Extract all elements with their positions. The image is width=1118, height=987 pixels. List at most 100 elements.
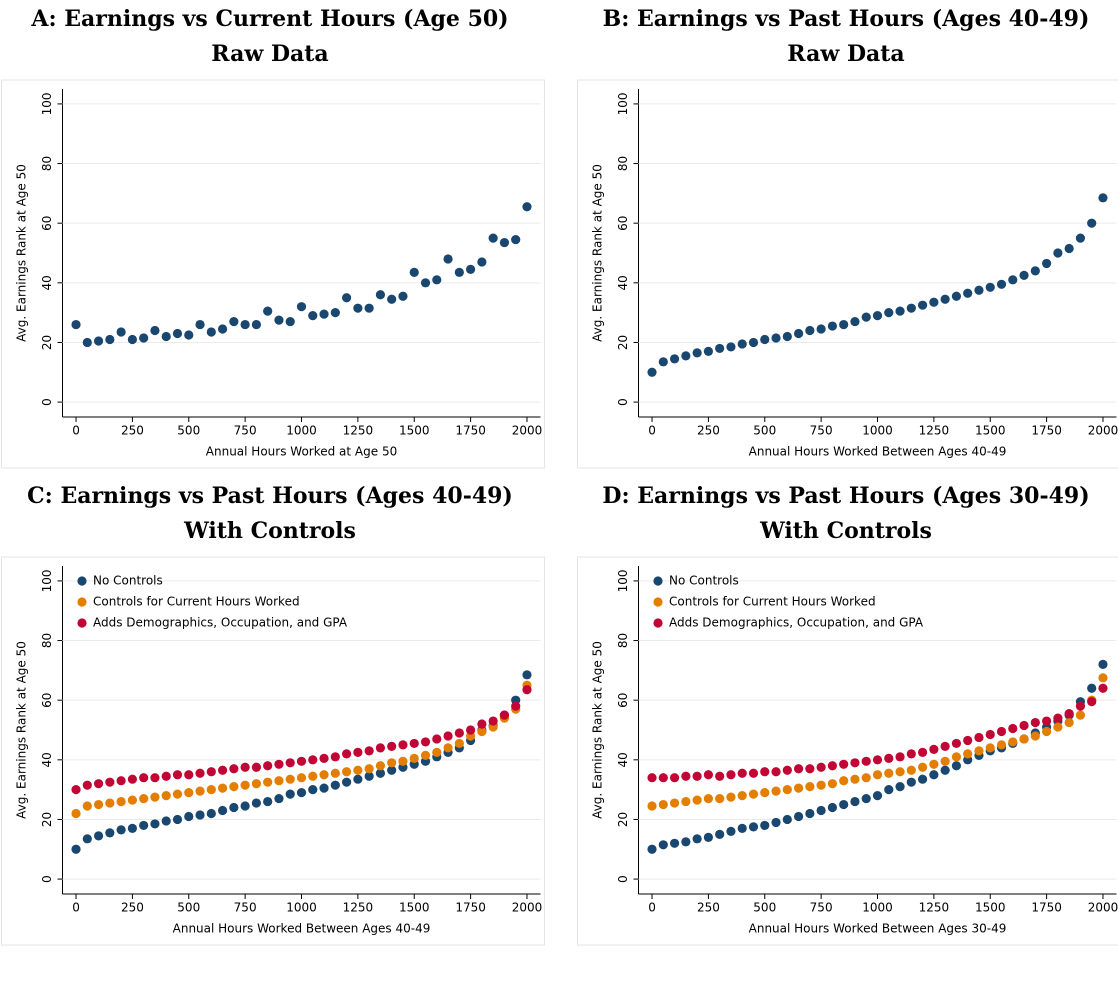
panel: D: Earnings vs Past Hours (Ages 30-49) Wi… (577, 483, 1118, 946)
point (296, 788, 307, 798)
point (375, 768, 386, 778)
point (1042, 716, 1052, 726)
point (974, 732, 984, 743)
point (996, 279, 1007, 289)
point (692, 771, 702, 781)
point (353, 765, 363, 775)
y-tick-label: 100 (616, 569, 630, 592)
x-tick-label: 500 (177, 901, 200, 915)
x-tick-label: 1750 (455, 424, 486, 438)
x-tick-label: 250 (697, 424, 720, 438)
point (184, 770, 194, 780)
point (884, 308, 894, 318)
x-tick-label: 1000 (862, 424, 893, 438)
point (353, 747, 363, 757)
point (782, 785, 792, 795)
y-tick-label: 40 (616, 752, 630, 767)
y-axis-title: Avg. Earnings Rank at Age 50 (15, 641, 29, 819)
point (681, 837, 691, 847)
y-tick-label: 0 (616, 398, 630, 406)
point (127, 823, 137, 833)
point (839, 319, 849, 330)
chart-title: B: Earnings vs Past Hours (Ages 40-49) (603, 6, 1090, 32)
point (251, 779, 262, 789)
point (172, 770, 183, 780)
point (71, 808, 81, 819)
y-tick-label: 100 (40, 92, 54, 115)
point (240, 801, 250, 811)
point (477, 719, 487, 729)
y-tick-label: 60 (40, 216, 54, 231)
point (511, 234, 521, 245)
x-tick-label: 2000 (512, 901, 543, 915)
point (364, 764, 374, 774)
point (105, 828, 115, 838)
point (940, 741, 950, 751)
point (263, 306, 273, 316)
y-tick-label: 80 (40, 156, 54, 171)
x-tick-label: 1500 (399, 424, 430, 438)
point (308, 755, 318, 765)
point (251, 762, 262, 772)
point (963, 749, 973, 759)
x-tick-label: 0 (648, 901, 656, 915)
point (161, 816, 171, 826)
point (940, 765, 950, 775)
point (1053, 713, 1063, 723)
point (929, 744, 939, 754)
point (1098, 673, 1108, 683)
point (1042, 258, 1052, 269)
point (669, 838, 680, 848)
point (375, 743, 386, 753)
point (647, 801, 657, 811)
x-tick-label: 1250 (343, 424, 374, 438)
point (150, 325, 160, 336)
point (409, 753, 419, 763)
point (1008, 275, 1018, 285)
point (737, 768, 747, 778)
panel: C: Earnings vs Past Hours (Ages 40-49) Wi… (1, 483, 545, 946)
point (692, 834, 702, 844)
x-tick-label: 1500 (399, 901, 430, 915)
x-tick-label: 0 (648, 424, 656, 438)
point (669, 354, 680, 364)
x-tick-label: 250 (121, 424, 144, 438)
point (1098, 659, 1108, 669)
point (895, 767, 905, 777)
y-tick-label: 20 (616, 812, 630, 827)
point (195, 810, 205, 820)
point (1064, 243, 1074, 254)
point (409, 267, 419, 277)
x-tick-label: 500 (753, 424, 776, 438)
y-tick-label: 100 (40, 569, 54, 592)
y-tick-label: 0 (616, 875, 630, 883)
point (82, 780, 92, 790)
point (308, 785, 318, 795)
point (1087, 697, 1097, 707)
point (150, 792, 160, 802)
point (285, 789, 295, 799)
point (917, 747, 928, 757)
point (771, 786, 781, 796)
point (364, 746, 374, 756)
point (443, 743, 453, 753)
point (398, 756, 408, 766)
point (872, 770, 883, 780)
point (681, 351, 691, 361)
point (737, 791, 747, 801)
x-axis-title: Annual Hours Worked Between Ages 40-49 (173, 922, 431, 936)
point (116, 825, 126, 835)
point (285, 316, 295, 327)
point (929, 770, 939, 780)
point (285, 774, 295, 784)
point (387, 741, 397, 751)
point (364, 771, 374, 781)
point (443, 254, 453, 264)
x-tick-label: 2000 (1088, 901, 1118, 915)
point (1019, 734, 1029, 744)
point (116, 776, 126, 786)
point (1075, 701, 1086, 711)
x-tick-label: 1500 (975, 901, 1006, 915)
point (432, 734, 442, 744)
